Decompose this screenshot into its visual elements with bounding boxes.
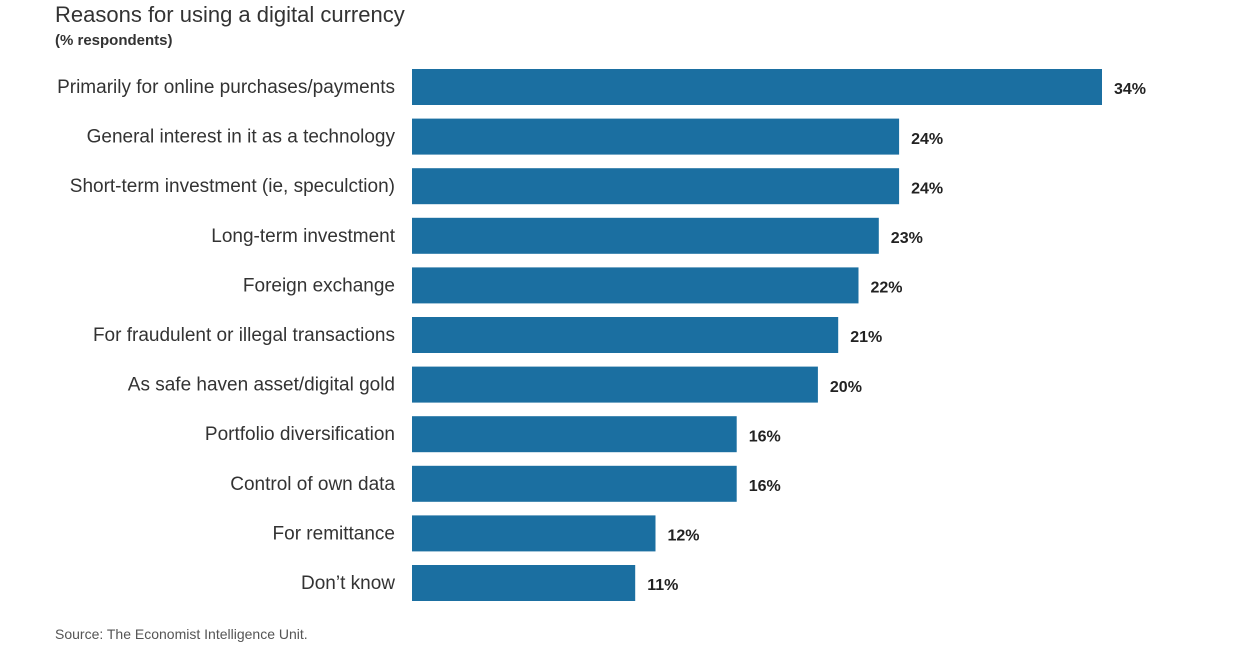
value-label: 21% xyxy=(850,329,882,346)
category-label: Control of own data xyxy=(230,474,395,495)
value-label: 20% xyxy=(830,379,862,396)
bar-5 xyxy=(412,267,859,304)
category-label: Don’t know xyxy=(301,573,395,594)
bar-11 xyxy=(412,565,636,601)
category-label: Primarily for online purchases/payments xyxy=(57,77,395,98)
value-label: 24% xyxy=(911,131,943,148)
value-label: 22% xyxy=(871,280,903,297)
chart-subtitle: (% respondents) xyxy=(55,32,173,49)
value-label: 24% xyxy=(911,180,943,197)
category-label: As safe haven asset/digital gold xyxy=(128,375,395,396)
bar-7 xyxy=(412,366,818,403)
bar-8 xyxy=(412,416,737,453)
bar-10 xyxy=(412,515,656,552)
value-label: 23% xyxy=(891,230,923,247)
category-label: Long-term investment xyxy=(211,226,395,247)
bar-1 xyxy=(412,69,1102,105)
bar-2 xyxy=(412,118,900,155)
value-label: 12% xyxy=(668,528,700,545)
bar-6 xyxy=(412,317,839,353)
category-label: Foreign exchange xyxy=(243,275,395,296)
category-label: General interest in it as a technology xyxy=(87,127,396,148)
category-label: Portfolio diversification xyxy=(205,424,395,445)
chart-title: Reasons for using a digital currency xyxy=(55,2,405,27)
value-label: 11% xyxy=(647,577,678,594)
value-label: 16% xyxy=(749,428,781,445)
bar-4 xyxy=(412,217,879,254)
bar-9 xyxy=(412,465,737,502)
category-label: Short-term investment (ie, speculction) xyxy=(70,176,395,197)
bar-3 xyxy=(412,168,900,205)
category-label: For remittance xyxy=(273,523,395,544)
value-label: 34% xyxy=(1114,81,1146,98)
value-label: 16% xyxy=(749,478,781,495)
category-label: For fraudulent or illegal transactions xyxy=(93,325,395,346)
chart-source: Source: The Economist Intelligence Unit. xyxy=(55,626,308,642)
